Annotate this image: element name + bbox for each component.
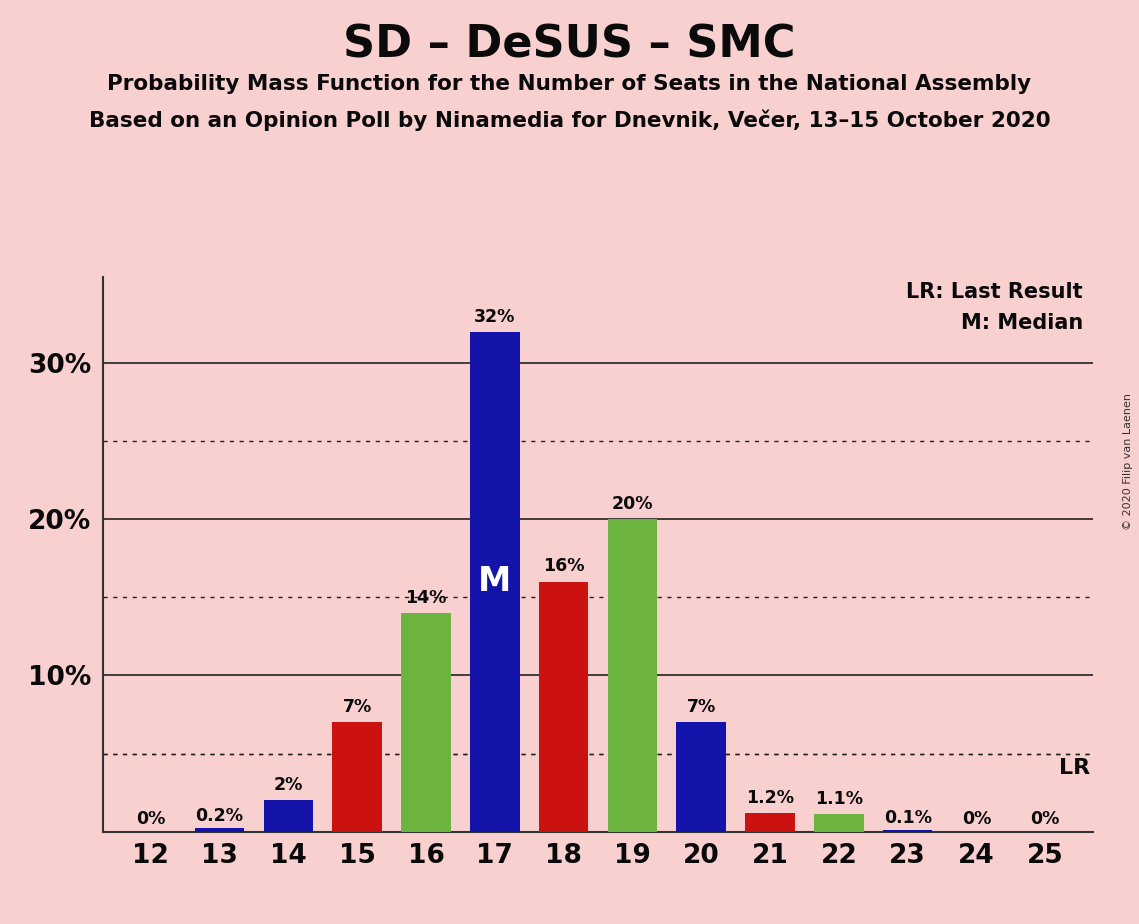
Text: LR: Last Result: LR: Last Result xyxy=(907,282,1083,302)
Bar xyxy=(745,813,795,832)
Text: 16%: 16% xyxy=(543,557,584,576)
Bar xyxy=(333,723,382,832)
Text: M: Median: M: Median xyxy=(961,313,1083,334)
Text: 0.2%: 0.2% xyxy=(196,808,244,825)
Bar xyxy=(814,814,863,832)
Text: Probability Mass Function for the Number of Seats in the National Assembly: Probability Mass Function for the Number… xyxy=(107,74,1032,94)
Text: 0%: 0% xyxy=(1031,810,1060,829)
Text: SD – DeSUS – SMC: SD – DeSUS – SMC xyxy=(343,23,796,67)
Text: 1.2%: 1.2% xyxy=(746,788,794,807)
Bar xyxy=(883,830,933,832)
Bar xyxy=(607,519,657,832)
Text: 14%: 14% xyxy=(405,589,446,607)
Text: LR: LR xyxy=(1059,759,1090,778)
Bar xyxy=(677,723,726,832)
Text: 1.1%: 1.1% xyxy=(814,790,863,808)
Text: M: M xyxy=(478,565,511,598)
Bar xyxy=(263,800,313,832)
Text: 0%: 0% xyxy=(136,810,165,829)
Text: 7%: 7% xyxy=(687,698,715,716)
Bar xyxy=(195,829,244,832)
Text: 2%: 2% xyxy=(273,776,303,794)
Text: 0.1%: 0.1% xyxy=(884,808,932,827)
Text: 0%: 0% xyxy=(961,810,991,829)
Bar xyxy=(401,613,451,832)
Text: 20%: 20% xyxy=(612,495,653,513)
Text: © 2020 Filip van Laenen: © 2020 Filip van Laenen xyxy=(1123,394,1133,530)
Text: 7%: 7% xyxy=(343,698,371,716)
Bar xyxy=(539,582,589,832)
Bar xyxy=(470,332,519,832)
Text: 32%: 32% xyxy=(474,308,516,325)
Text: Based on an Opinion Poll by Ninamedia for Dnevnik, Večer, 13–15 October 2020: Based on an Opinion Poll by Ninamedia fo… xyxy=(89,109,1050,130)
